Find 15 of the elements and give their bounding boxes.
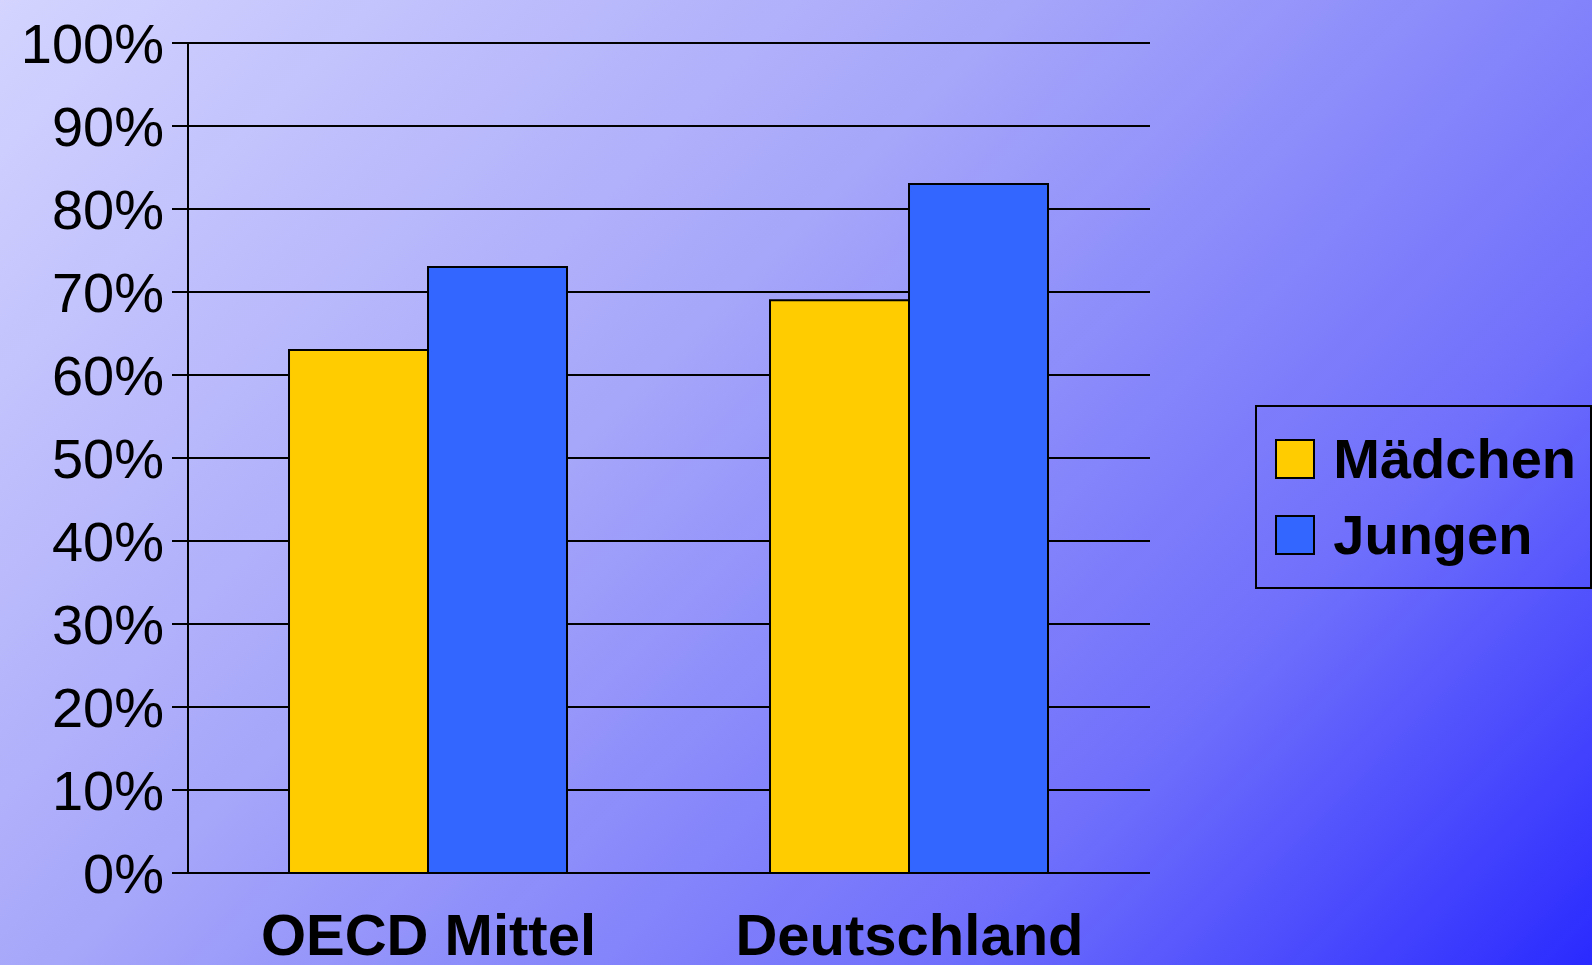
- y-tick-label: 20%: [51, 675, 164, 739]
- y-tick-label: 40%: [51, 509, 164, 573]
- x-tick-label: OECD Mittel: [260, 902, 597, 965]
- legend-label: Mädchen: [1333, 426, 1576, 492]
- y-tick-label: 50%: [51, 426, 164, 490]
- y-tick-label: 70%: [51, 260, 164, 324]
- y-tick-label: 60%: [51, 343, 164, 407]
- y-tick-label: 10%: [51, 758, 164, 822]
- legend-label: Jungen: [1333, 502, 1533, 568]
- y-tick-label: 30%: [51, 592, 164, 656]
- y-tick-label: 80%: [51, 177, 164, 241]
- y-tick-label: 0%: [83, 841, 164, 905]
- y-tick-label: 90%: [51, 94, 164, 158]
- y-tick-label: 100%: [20, 11, 164, 75]
- x-tick-label: Deutschland: [735, 902, 1084, 965]
